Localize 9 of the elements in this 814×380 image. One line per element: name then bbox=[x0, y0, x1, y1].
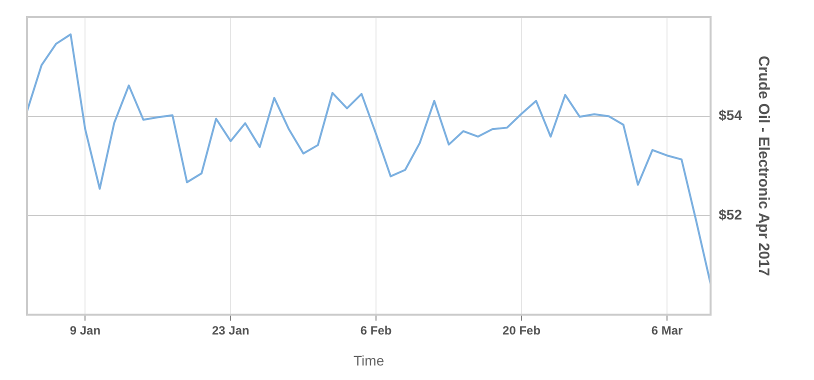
x-axis-title: Time bbox=[354, 352, 384, 368]
x-tick-label: 6 Mar bbox=[651, 323, 684, 338]
y-axis-title: Crude Oil - Electronic Apr 2017 bbox=[754, 56, 772, 276]
x-tick-label: 6 Feb bbox=[360, 323, 392, 338]
y-tick-label: $52 bbox=[718, 206, 742, 222]
x-tick-label: 23 Jan bbox=[212, 323, 250, 338]
y-tick-label: $54 bbox=[718, 107, 742, 124]
x-tick-label: 20 Feb bbox=[502, 323, 541, 338]
x-tick-label: 9 Jan bbox=[70, 323, 101, 338]
